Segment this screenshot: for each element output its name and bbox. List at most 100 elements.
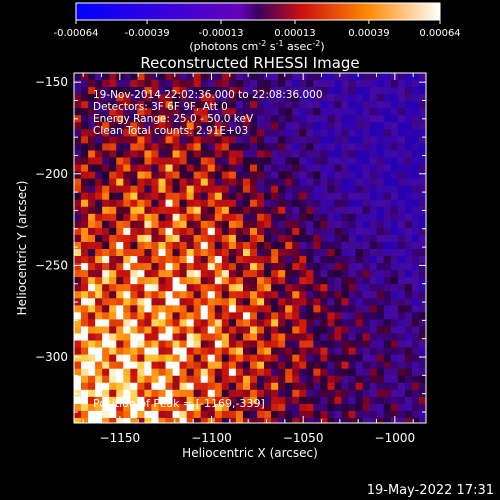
image-pixel [116, 270, 124, 278]
image-pixel [327, 382, 335, 391]
image-pixel [109, 389, 117, 398]
image-pixel [221, 375, 230, 384]
image-pixel [313, 136, 321, 144]
image-pixel [172, 73, 180, 81]
image-pixel [81, 368, 89, 377]
image-pixel [369, 277, 378, 285]
image-pixel [250, 227, 258, 236]
image-pixel [88, 143, 96, 151]
image-pixel [144, 270, 152, 278]
image-pixel [348, 80, 356, 88]
image-pixel [411, 270, 420, 278]
image-pixel [411, 129, 420, 137]
image-pixel [151, 227, 159, 236]
image-pixel [250, 270, 258, 278]
image-pixel [348, 115, 356, 123]
image-pixel [116, 403, 124, 412]
image-pixel [221, 361, 230, 369]
image-pixel [207, 326, 216, 334]
image-pixel [109, 122, 117, 130]
image-pixel [228, 298, 237, 306]
image-pixel [341, 171, 349, 179]
image-pixel [165, 319, 173, 327]
image-pixel [109, 108, 117, 116]
image-pixel [278, 403, 286, 412]
image-pixel [172, 382, 180, 391]
image-pixel [299, 291, 307, 299]
image-pixel [404, 284, 413, 292]
image-pixel [186, 178, 194, 186]
image-pixel [116, 312, 124, 320]
image-pixel [221, 410, 230, 419]
image-pixel [313, 263, 321, 271]
image-pixel [214, 396, 223, 405]
image-pixel [278, 270, 286, 278]
image-pixel [362, 234, 370, 243]
image-pixel [186, 354, 194, 362]
image-pixel [320, 150, 328, 158]
image-pixel [228, 185, 237, 193]
image-pixel [404, 333, 413, 341]
image-pixel [123, 396, 131, 405]
image-pixel [221, 143, 230, 151]
image-pixel [369, 389, 378, 398]
image-pixel [179, 234, 187, 243]
image-pixel [299, 256, 307, 264]
image-pixel [418, 241, 426, 250]
image-pixel [235, 298, 244, 306]
image-pixel [397, 382, 406, 391]
image-pixel [102, 164, 110, 172]
image-pixel [242, 234, 251, 243]
image-pixel [348, 403, 356, 412]
image-pixel [411, 263, 420, 271]
image-pixel [200, 199, 209, 208]
image-pixel [144, 326, 152, 334]
image-pixel [172, 305, 180, 313]
image-pixel [102, 80, 110, 88]
image-pixel [151, 192, 159, 201]
image-pixel [74, 375, 82, 384]
image-pixel [221, 319, 230, 327]
image-pixel [348, 368, 356, 377]
image-pixel [404, 389, 413, 398]
image-pixel [292, 277, 300, 285]
image-pixel [285, 129, 293, 137]
image-pixel [186, 389, 194, 398]
image-pixel [285, 234, 293, 243]
image-pixel [376, 333, 385, 341]
image-pixel [362, 284, 370, 292]
image-pixel [404, 199, 413, 208]
image-pixel [193, 277, 202, 285]
image-pixel [158, 326, 166, 334]
image-pixel [235, 150, 244, 158]
image-pixel [81, 80, 89, 88]
image-pixel [193, 129, 202, 137]
image-pixel [369, 375, 378, 384]
image-pixel [257, 115, 265, 123]
image-pixel [242, 312, 251, 320]
image-pixel [327, 256, 335, 264]
image-pixel [130, 417, 138, 423]
image-pixel [228, 227, 237, 236]
image-pixel [257, 270, 265, 278]
image-pixel [418, 171, 426, 179]
image-pixel [369, 298, 378, 306]
image-pixel [306, 354, 314, 362]
image-pixel [165, 241, 173, 250]
image-pixel [390, 157, 399, 165]
image-pixel [151, 340, 159, 348]
image-pixel [418, 256, 426, 264]
image-pixel [355, 263, 363, 271]
image-pixel [285, 199, 293, 208]
image-pixel [278, 213, 286, 222]
image-pixel [74, 213, 82, 222]
image-pixel [257, 305, 265, 313]
image-pixel [404, 340, 413, 348]
image-pixel [95, 115, 103, 123]
image-pixel [207, 403, 216, 412]
image-pixel [151, 326, 159, 334]
image-pixel [278, 368, 286, 377]
image-pixel [250, 291, 258, 299]
image-pixel [278, 185, 286, 193]
image-pixel [179, 115, 187, 123]
